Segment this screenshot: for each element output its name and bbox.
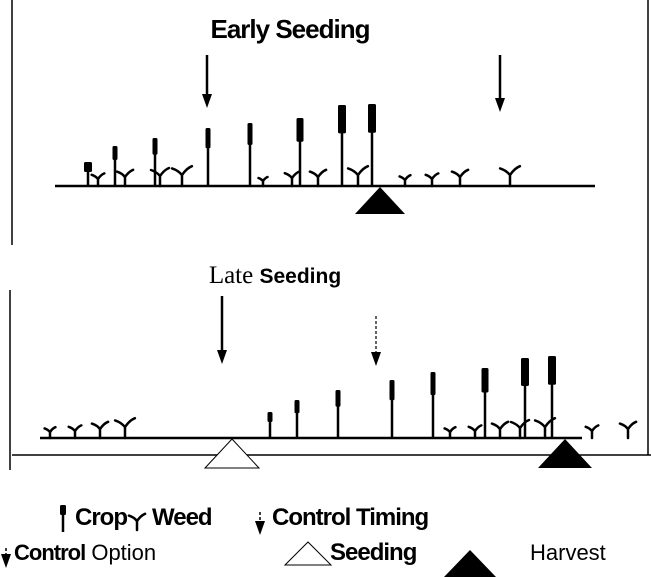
weed bbox=[443, 425, 457, 440]
crop-head bbox=[152, 138, 158, 155]
weed bbox=[398, 173, 412, 188]
panel-title: Early Seeding bbox=[211, 14, 370, 44]
crop-head bbox=[60, 505, 66, 515]
weed bbox=[67, 424, 83, 440]
weed bbox=[450, 168, 470, 188]
weed bbox=[170, 164, 194, 188]
weed bbox=[467, 424, 483, 440]
legend-label: Weed bbox=[152, 504, 212, 531]
crop-head bbox=[112, 146, 118, 160]
frame bbox=[9, 0, 651, 470]
crop-head bbox=[430, 372, 436, 396]
harvest-marker bbox=[355, 187, 405, 214]
crop-head bbox=[481, 368, 489, 393]
legend-control-timing-icon bbox=[255, 521, 265, 535]
legend-label: Crop bbox=[75, 504, 127, 531]
control-option-arrow bbox=[371, 352, 381, 366]
weed bbox=[308, 168, 328, 188]
weed bbox=[90, 172, 106, 188]
weed bbox=[618, 420, 638, 440]
weed bbox=[283, 170, 301, 188]
weed bbox=[257, 175, 269, 188]
weed bbox=[113, 416, 137, 440]
crop-head bbox=[294, 400, 300, 414]
weed bbox=[490, 420, 510, 440]
crop-head bbox=[296, 118, 304, 142]
crop-head bbox=[521, 358, 529, 386]
legend-label: Harvest bbox=[530, 540, 606, 565]
weed bbox=[43, 425, 57, 440]
crop-head bbox=[338, 105, 346, 134]
legend-label: Seeding bbox=[330, 539, 417, 566]
legend-harvest-icon bbox=[444, 550, 496, 577]
seeding-marker bbox=[203, 438, 261, 469]
weed bbox=[346, 164, 370, 188]
weed bbox=[424, 172, 440, 188]
crop-head bbox=[335, 390, 341, 407]
crop-head bbox=[548, 356, 556, 385]
crop-head bbox=[389, 380, 395, 401]
crop-head bbox=[267, 412, 273, 422]
weed bbox=[90, 420, 110, 440]
harvest-marker bbox=[538, 439, 592, 468]
weed bbox=[498, 164, 522, 188]
legend-seeding-icon bbox=[283, 541, 333, 566]
weed bbox=[509, 418, 531, 440]
weed bbox=[149, 166, 171, 188]
weed bbox=[127, 512, 147, 532]
crop-head bbox=[368, 104, 376, 133]
crop-head bbox=[205, 128, 211, 149]
crop-head bbox=[84, 162, 92, 172]
weed bbox=[115, 168, 135, 188]
control-timing-arrow bbox=[495, 98, 505, 112]
weed bbox=[533, 416, 557, 440]
panel-title: Late Seeding bbox=[209, 262, 341, 289]
legend-label: Control Timing bbox=[272, 504, 429, 531]
legend-label: Control Option bbox=[14, 540, 156, 565]
weed bbox=[584, 424, 600, 440]
legend-control-option-icon bbox=[1, 554, 11, 568]
crop-head bbox=[247, 123, 253, 146]
control-timing-arrow bbox=[217, 350, 227, 364]
control-timing-arrow bbox=[202, 94, 212, 108]
